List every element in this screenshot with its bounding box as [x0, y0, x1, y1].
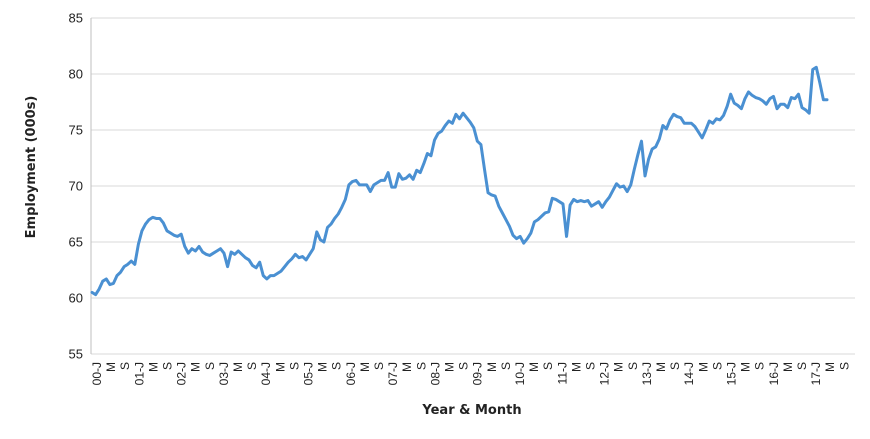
- employment-series-line: [90, 65, 829, 297]
- x-tick-label: 12-J: [598, 362, 612, 385]
- x-tick-label: 13-J: [640, 362, 654, 385]
- x-tick-label: 08-J: [428, 362, 442, 385]
- x-tick-label: M: [189, 362, 203, 372]
- x-tick-label: 11-J: [555, 362, 569, 384]
- series-layer: [90, 65, 829, 297]
- x-tick-label: S: [753, 362, 767, 370]
- x-tick-label: 09-J: [471, 362, 485, 385]
- x-tick-label: 06-J: [344, 362, 358, 385]
- x-tick-label: S: [287, 362, 301, 370]
- x-tick-label: S: [457, 362, 471, 370]
- x-tick-label: M: [358, 362, 372, 372]
- x-tick-label: M: [612, 362, 626, 372]
- y-tick-label: 80: [69, 67, 83, 82]
- x-tick-label: S: [118, 362, 132, 370]
- y-tick-label: 55: [69, 347, 83, 362]
- x-tick-label: S: [668, 362, 682, 370]
- x-tick-label: M: [569, 362, 583, 372]
- x-tick-label: S: [245, 362, 259, 370]
- x-tick-label: 05-J: [302, 362, 316, 385]
- x-tick-label: S: [626, 362, 640, 370]
- x-tick-label: M: [400, 362, 414, 372]
- x-tick-label: M: [739, 362, 753, 372]
- x-tick-label: M: [273, 362, 287, 372]
- y-tick-label: 70: [69, 179, 83, 194]
- x-tick-labels: 00-J M S 01-J M S 02-J M S 03-J M S 04-J M S 05-J M S 06-J…: [90, 362, 851, 385]
- y-axis-title: Employment (000s): [24, 96, 39, 239]
- x-tick-label: 16-J: [767, 362, 781, 385]
- y-tick-label: 60: [69, 291, 83, 306]
- x-tick-label: 01-J: [132, 362, 146, 385]
- x-tick-label: M: [696, 362, 710, 372]
- x-tick-label: 17-J: [809, 362, 823, 385]
- x-tick-label: M: [316, 362, 330, 372]
- x-tick-label: 02-J: [175, 362, 189, 385]
- y-tick-label: 85: [69, 11, 83, 26]
- x-tick-label: S: [541, 362, 555, 370]
- x-tick-label: S: [837, 362, 851, 370]
- x-tick-label: M: [146, 362, 160, 372]
- x-tick-label: M: [527, 362, 541, 372]
- x-tick-label: 15-J: [725, 362, 739, 385]
- x-tick-label: 04-J: [259, 362, 273, 385]
- x-tick-label: S: [372, 362, 386, 370]
- x-tick-label: S: [795, 362, 809, 370]
- x-tick-label: M: [231, 362, 245, 372]
- x-tick-label: M: [485, 362, 499, 372]
- gridlines: [91, 17, 855, 355]
- x-tick-label: S: [584, 362, 598, 370]
- x-tick-label: S: [161, 362, 175, 370]
- x-tick-label: 10-J: [513, 362, 527, 385]
- x-tick-label: M: [104, 362, 118, 372]
- x-tick-label: S: [330, 362, 344, 370]
- y-tick-labels: 55 60 65 70 75 80 85: [69, 11, 83, 362]
- x-tick-label: S: [203, 362, 217, 370]
- x-tick-label: 03-J: [217, 362, 231, 385]
- x-tick-label: M: [823, 362, 837, 372]
- y-tick-label: 65: [69, 235, 83, 250]
- x-tick-label: 14-J: [682, 362, 696, 385]
- x-axis-title: Year & Month: [421, 403, 521, 418]
- x-tick-label: M: [443, 362, 457, 372]
- x-tick-label: S: [710, 362, 724, 370]
- x-tick-label: S: [499, 362, 513, 370]
- y-tick-label: 75: [69, 123, 83, 138]
- x-tick-label: 00-J: [90, 362, 104, 385]
- x-tick-label: M: [654, 362, 668, 372]
- x-tick-label: M: [781, 362, 795, 372]
- x-tick-label: 07-J: [386, 362, 400, 385]
- x-tick-label: S: [414, 362, 428, 370]
